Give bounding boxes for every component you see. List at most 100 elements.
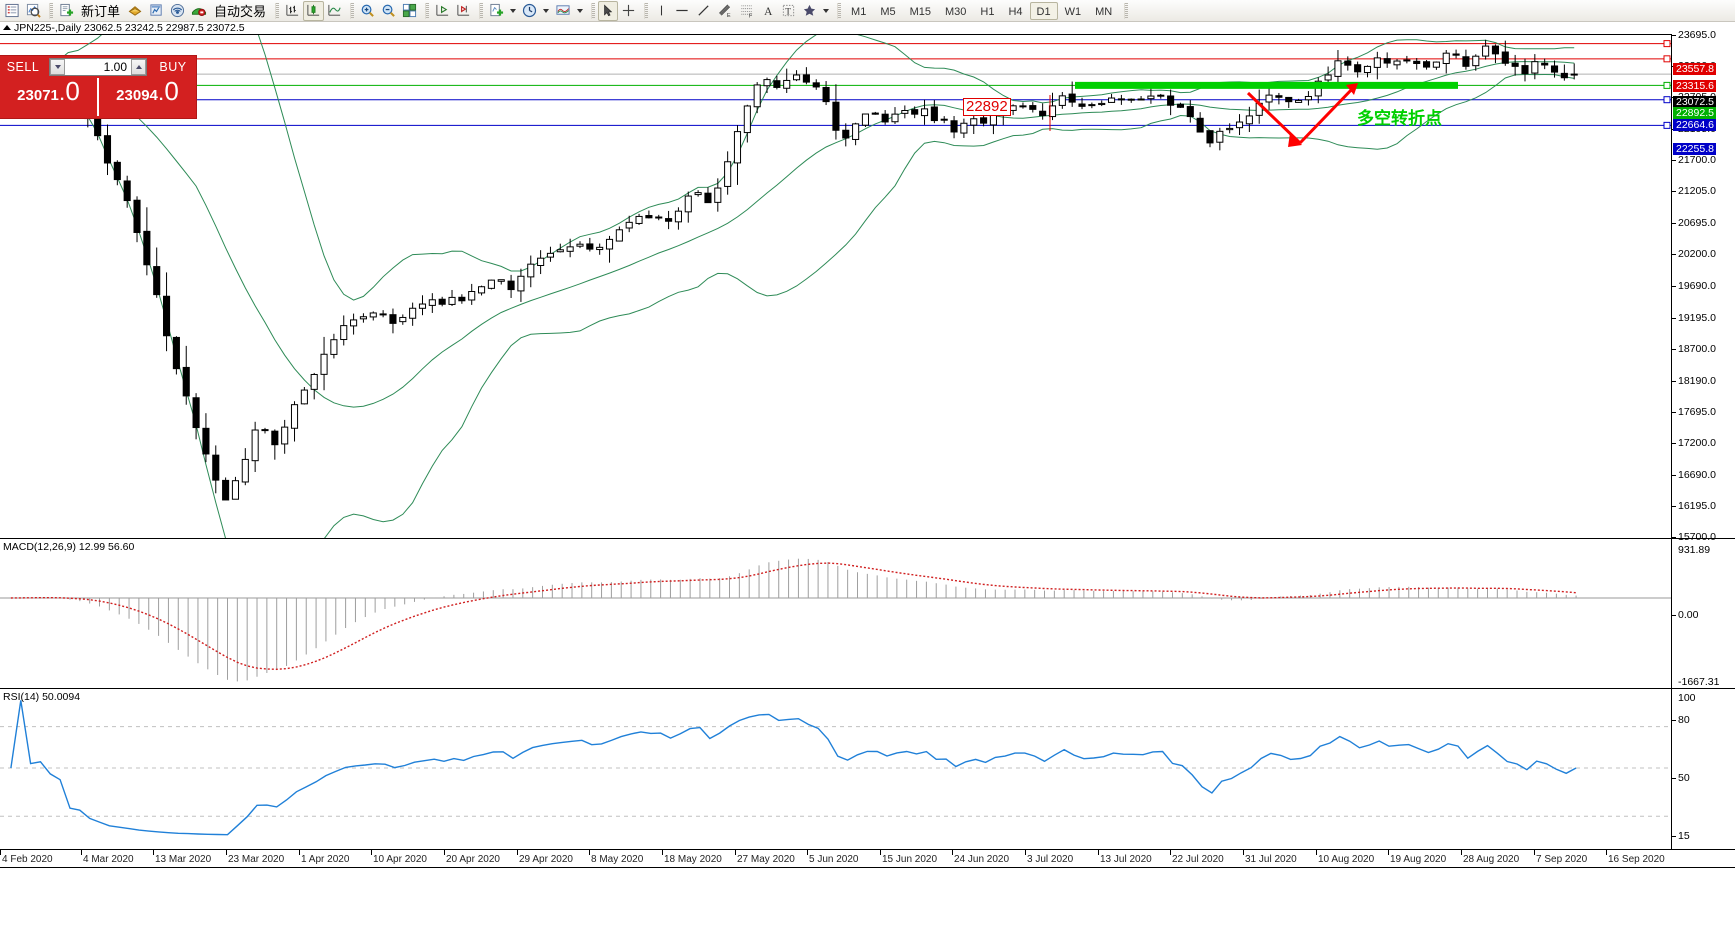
- zoom-out-icon[interactable]: [378, 1, 399, 21]
- rsi-scale-label: 100: [1678, 692, 1696, 704]
- templates-dropdown-caret[interactable]: [510, 8, 517, 13]
- volume-increase-button[interactable]: [131, 59, 146, 75]
- rsi-chart-canvas: [0, 700, 1671, 836]
- price-scale[interactable]: 23695.023200.022705.022195.021700.021205…: [1671, 29, 1735, 849]
- macd-pane[interactable]: MACD(12,26,9) 12.99 56.60: [0, 538, 1671, 688]
- auto-scroll-icon[interactable]: [453, 1, 474, 21]
- rsi-pane[interactable]: RSI(14) 50.0094: [0, 688, 1671, 849]
- vline-icon[interactable]: [651, 1, 671, 21]
- svg-text:E: E: [727, 13, 731, 18]
- navigator-icon[interactable]: [146, 1, 167, 21]
- time-scale-tick: [1243, 850, 1244, 855]
- buy-button[interactable]: BUY: [150, 60, 196, 74]
- timeframe-h4[interactable]: H4: [1008, 5, 1023, 18]
- collapse-triangle-icon[interactable]: [3, 25, 11, 30]
- timeframe-h1[interactable]: H1: [980, 5, 995, 18]
- macd-scale-label: -1667.31: [1678, 676, 1720, 688]
- price-scale-label: 21700.0: [1678, 154, 1716, 167]
- one-click-trading-panel[interactable]: SELL 1.00 BUY 23071. 0 23094. 0: [0, 56, 196, 118]
- time-scale-tick: [880, 850, 881, 855]
- price-scale-tick: [1672, 317, 1676, 319]
- macd-chart-canvas: [0, 558, 1671, 682]
- equidistant-channel-icon[interactable]: E: [714, 1, 736, 21]
- svg-text:A: A: [764, 6, 773, 18]
- indicators-dropdown-caret[interactable]: [577, 8, 584, 13]
- time-scale-label: 1 Apr 2020: [301, 854, 350, 865]
- toolbar-separator: [46, 2, 54, 20]
- timeframe-m15[interactable]: M15: [909, 5, 931, 18]
- volume-input[interactable]: 1.00: [103, 60, 127, 74]
- trendline-icon[interactable]: [693, 1, 714, 21]
- fibonacci-icon[interactable]: F: [736, 1, 758, 21]
- time-scale-label: 15 Jun 2020: [882, 854, 938, 865]
- toolbar-separator: [588, 2, 596, 20]
- price-scale-label: 19690.0: [1678, 280, 1716, 293]
- price-scale-label: 23695.0: [1678, 29, 1716, 41]
- period-dropdown-caret[interactable]: [543, 8, 550, 13]
- time-scale-label: 13 Jul 2020: [1100, 854, 1152, 865]
- turning-point-annotation[interactable]: 多空转折点: [1357, 109, 1442, 129]
- sell-button[interactable]: SELL: [0, 60, 46, 74]
- line-chart-icon[interactable]: [324, 1, 345, 21]
- price-label-annotation[interactable]: 22892: [963, 98, 1011, 116]
- rsi-scale-label: 50: [1678, 772, 1690, 784]
- sell-price-decimal: 0: [65, 76, 80, 106]
- rsi-scale-tick: [1672, 836, 1676, 837]
- time-scale-tick: [1025, 850, 1026, 855]
- autotrading-icon[interactable]: [188, 1, 210, 21]
- crosshair-icon[interactable]: [618, 1, 639, 21]
- data-window-icon[interactable]: [23, 1, 44, 21]
- cursor-icon[interactable]: [598, 0, 619, 21]
- symbol-ohlc-text: JPN225-,Daily 23062.5 23242.5 22987.5 23…: [14, 22, 245, 34]
- text-label-icon[interactable]: T: [778, 1, 799, 21]
- support-green-tag[interactable]: 22892.5: [1673, 107, 1716, 119]
- hline-icon[interactable]: [671, 1, 693, 21]
- period-icon[interactable]: [519, 1, 540, 21]
- resistance-1-tag[interactable]: 23315.6: [1673, 80, 1716, 92]
- volume-stepper[interactable]: 1.00: [49, 58, 147, 76]
- buy-price[interactable]: 23094. 0: [99, 78, 196, 116]
- price-scale-tick: [1672, 286, 1676, 288]
- bar-chart-icon[interactable]: [282, 1, 303, 21]
- volume-decrease-button[interactable]: [50, 59, 65, 75]
- candlestick-chart-icon[interactable]: [303, 0, 325, 21]
- text-icon[interactable]: A: [758, 1, 778, 21]
- timeframe-d1[interactable]: D1: [1029, 1, 1058, 20]
- time-scale-label: 7 Sep 2020: [1536, 854, 1588, 865]
- toolbar-separator: [476, 2, 484, 20]
- support-2-tag[interactable]: 22255.8: [1673, 143, 1716, 155]
- timeframe-w1[interactable]: W1: [1064, 5, 1082, 18]
- chart-shift-icon[interactable]: [432, 1, 453, 21]
- buy-price-decimal: 0: [164, 76, 179, 106]
- templates-icon[interactable]: [486, 1, 507, 21]
- pane-divider: [1672, 688, 1735, 689]
- resistance-2-tag[interactable]: 23557.8: [1673, 63, 1716, 75]
- tile-windows-icon[interactable]: [399, 1, 420, 21]
- market-watch-icon[interactable]: [2, 1, 23, 21]
- time-scale-tick: [1098, 850, 1099, 855]
- macd-indicator-label: MACD(12,26,9) 12.99 56.60: [3, 541, 135, 553]
- shapes-icon[interactable]: [799, 1, 820, 21]
- autotrading-button[interactable]: 自动交易: [214, 5, 267, 20]
- shapes-dropdown-caret[interactable]: [823, 8, 830, 13]
- time-scale[interactable]: 4 Feb 2020 4 Mar 2020 13 Mar 2020 23 Mar 20…: [0, 849, 1735, 867]
- signals-icon[interactable]: [167, 1, 188, 21]
- price-scale-label: 19195.0: [1678, 311, 1716, 324]
- support-1-tag[interactable]: 22664.6: [1673, 119, 1716, 131]
- timeframe-group: M1 M5 M15 M30 H1 H4 D1 W1 MN: [844, 1, 1131, 20]
- expert-advisors-icon[interactable]: [124, 1, 146, 21]
- new-order-button[interactable]: 新订单: [81, 5, 121, 20]
- timeframe-m5[interactable]: M5: [880, 5, 896, 18]
- zoom-in-icon[interactable]: [357, 1, 378, 21]
- price-scale-tick: [1672, 411, 1676, 413]
- timeframe-m30[interactable]: M30: [945, 5, 967, 18]
- new-order-icon[interactable]: [56, 1, 77, 21]
- indicators-icon[interactable]: [552, 1, 574, 21]
- price-scale-tick: [1672, 348, 1676, 350]
- time-scale-tick: [589, 850, 590, 855]
- timeframe-m1[interactable]: M1: [851, 5, 867, 18]
- timeframe-mn[interactable]: MN: [1095, 5, 1113, 18]
- last-price-tag[interactable]: 23072.5: [1673, 96, 1716, 108]
- chart-window[interactable]: JPN225-,Daily 23062.5 23242.5 22987.5 23…: [0, 22, 1735, 941]
- sell-price[interactable]: 23071. 0: [0, 78, 99, 116]
